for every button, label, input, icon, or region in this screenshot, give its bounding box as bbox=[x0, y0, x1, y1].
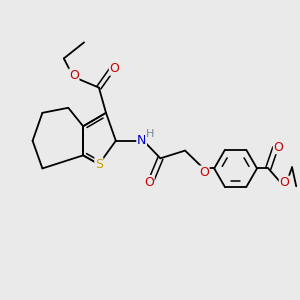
Text: S: S bbox=[95, 158, 103, 171]
Text: O: O bbox=[274, 140, 283, 154]
Text: O: O bbox=[279, 176, 289, 189]
Text: N: N bbox=[137, 134, 146, 147]
Text: O: O bbox=[144, 176, 154, 189]
Text: O: O bbox=[199, 166, 209, 179]
Text: H: H bbox=[146, 129, 154, 139]
Text: O: O bbox=[110, 62, 119, 75]
Text: O: O bbox=[69, 69, 79, 82]
